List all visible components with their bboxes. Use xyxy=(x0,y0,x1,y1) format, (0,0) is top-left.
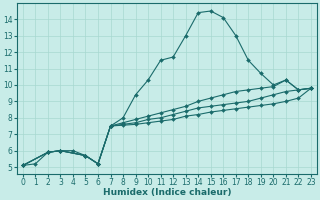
X-axis label: Humidex (Indice chaleur): Humidex (Indice chaleur) xyxy=(103,188,231,197)
